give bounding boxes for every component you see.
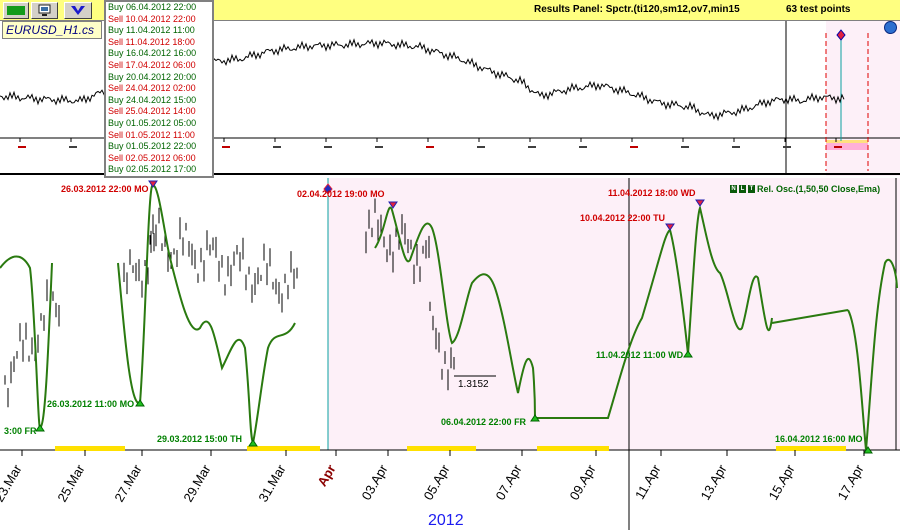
annotation-buy: 29.03.2012 15:00 TH (157, 434, 243, 444)
annotation-sell: 10.04.2012 22:00 TU (580, 213, 666, 223)
annotation-buy: 16.04.2012 16:00 MO (775, 434, 863, 444)
results-panel-title: Results Panel: Spctr.(ti120,sm12,ov7,min… (534, 4, 740, 15)
chevron-down-icon (71, 6, 85, 15)
signal-item-buy[interactable]: Buy 24.04.2012 15:00 (108, 94, 197, 105)
n-icon[interactable]: N (730, 185, 737, 193)
signal-item-buy[interactable]: Buy 02.05.2012 17:00 (108, 164, 197, 175)
signal-item-sell[interactable]: Sell 17.04.2012 06:00 (108, 59, 196, 70)
turning-point-markers (35, 180, 873, 454)
toolbar: Results Panel: Spctr.(ti120,sm12,ov7,min… (0, 0, 900, 21)
annotation-buy: 11.04.2012 11:00 WD (596, 350, 684, 360)
annotation-sell: 02.04.2012 19:00 MO (297, 189, 385, 199)
test-points-count: 63 test points (786, 4, 851, 15)
monitor-button[interactable] (31, 2, 58, 19)
annotation-sell: 11.04.2012 18:00 WD (608, 188, 696, 198)
overview-time-ticks (18, 138, 842, 148)
signal-item-sell[interactable]: Sell 02.05.2012 06:00 (108, 152, 196, 163)
annotation-buy: 26.03.2012 11:00 MO (47, 399, 135, 409)
signal-item-sell[interactable]: Sell 24.04.2012 02:00 (108, 83, 196, 94)
signal-item-sell[interactable]: Sell 11.04.2012 18:00 (108, 36, 195, 47)
annotation-buy: 3:00 FR (4, 426, 37, 436)
oscillator-legend: N L T Rel. Osc.(1,50,50 Close,Ema) (730, 184, 880, 194)
annotation-buy: 06.04.2012 22:00 FR (441, 417, 527, 427)
oscillator-flat-segment (771, 309, 849, 324)
signal-list[interactable]: Buy 06.04.2012 22:00 Sell 10.04.2012 22:0… (104, 0, 214, 178)
symbol-label: EURUSD_H1.cs (2, 21, 102, 39)
oscillator-chart[interactable]: 1.3152 23.Mar 25.Mar 27.Mar 29.Mar 31.Mar Apr… (0, 178, 900, 530)
signal-item-buy[interactable]: Buy 16.04.2012 16:00 (108, 48, 197, 59)
oscillator-line (0, 184, 898, 451)
target-marker-icon (836, 29, 846, 41)
weekend-markers (55, 446, 846, 451)
oscillator-label: Rel. Osc.(1,50,50 Close,Ema) (757, 184, 881, 194)
signal-item-sell[interactable]: Sell 25.04.2012 14:00 (108, 106, 196, 117)
signal-item-buy[interactable]: Buy 01.05.2012 05:00 (108, 117, 197, 128)
globe-icon[interactable] (884, 21, 897, 34)
color-swatch-icon (7, 6, 25, 15)
year-label: 2012 (428, 512, 464, 529)
annotation-sell: 26.03.2012 22:00 MO (61, 184, 149, 194)
monitor-icon (38, 4, 51, 16)
signal-item-buy[interactable]: Buy 20.04.2012 20:00 (108, 71, 197, 82)
l-icon[interactable]: L (739, 185, 746, 193)
forecast-band (826, 142, 868, 150)
signal-item-buy[interactable]: Buy 01.05.2012 22:00 (108, 141, 197, 152)
signal-item-sell[interactable]: Sell 01.05.2012 11:00 (108, 129, 195, 140)
dropdown-button[interactable] (64, 2, 92, 19)
signal-item-buy[interactable]: Buy 11.04.2012 11:00 (108, 25, 195, 36)
signal-item-buy[interactable]: Buy 06.04.2012 22:00 (108, 2, 197, 12)
forecast-zone (328, 178, 900, 450)
oscillator-chart-pane[interactable]: 1.3152 23.Mar 25.Mar 27.Mar 29.Mar 31.Mar Apr… (0, 178, 900, 530)
color-button[interactable] (3, 2, 29, 19)
forecast-band-top (826, 140, 868, 143)
t-icon[interactable]: T (748, 185, 755, 193)
signal-item-sell[interactable]: Sell 10.04.2012 22:00 (108, 13, 196, 24)
price-marker: 1.3152 (458, 379, 489, 390)
